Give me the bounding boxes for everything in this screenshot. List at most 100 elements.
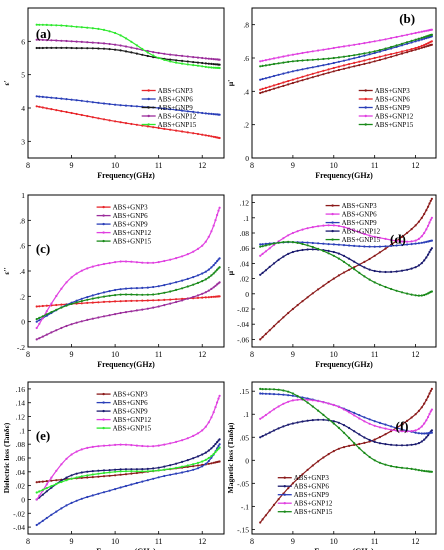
data-point-f-2 xyxy=(395,426,398,429)
legend-marker-f-1 xyxy=(283,485,286,488)
y-tick-label-c: 0 xyxy=(21,318,25,327)
data-point-b-4 xyxy=(373,50,376,53)
data-point-a-2 xyxy=(152,56,155,59)
data-point-b-0 xyxy=(268,89,271,92)
legend-entry-b-2: ABS+GNP9 xyxy=(375,104,411,112)
data-point-f-3 xyxy=(429,410,432,413)
data-point-c-3 xyxy=(186,253,189,256)
data-point-b-4 xyxy=(430,33,433,36)
data-point-c-1 xyxy=(70,323,73,326)
data-point-c-0 xyxy=(102,300,106,303)
data-point-b-1 xyxy=(414,46,417,50)
data-point-a-0 xyxy=(192,132,195,135)
data-point-e-2 xyxy=(91,470,94,473)
data-point-b-2 xyxy=(322,64,325,67)
data-point-f-2 xyxy=(291,394,294,397)
x-tick-label-e: 11 xyxy=(155,537,163,546)
data-point-d-4 xyxy=(306,244,309,247)
data-point-f-0 xyxy=(306,468,309,471)
data-point-b-4 xyxy=(272,62,276,66)
legend-entry-f-4: ABS+GNP15 xyxy=(294,508,333,516)
data-point-e-1 xyxy=(65,504,68,507)
data-point-d-4 xyxy=(353,268,356,271)
legend-entry-d-0: ABS+GNP3 xyxy=(342,202,378,210)
data-point-a-4 xyxy=(181,62,184,65)
data-point-d-1 xyxy=(378,236,381,239)
data-point-c-0 xyxy=(210,295,213,299)
data-point-e-0 xyxy=(114,474,117,477)
data-point-d-2 xyxy=(400,243,404,247)
data-point-d-2 xyxy=(306,241,309,244)
plot-frame-d xyxy=(251,194,437,348)
data-point-a-2 xyxy=(210,62,213,65)
data-point-c-3 xyxy=(50,302,53,305)
data-point-a-2 xyxy=(86,47,89,50)
data-point-e-1 xyxy=(186,470,189,473)
data-point-b-4 xyxy=(378,49,381,52)
data-point-f-0 xyxy=(378,436,381,439)
data-point-e-2 xyxy=(65,476,68,479)
data-point-a-4 xyxy=(163,58,166,62)
data-point-b-3 xyxy=(291,53,294,56)
data-point-f-0 xyxy=(259,521,262,524)
chart-panel-e: 8 9 10 11 12 -.04 -.02 0 .02 .04 .06 .08 .1 .12 .14 .16… xyxy=(2,381,225,550)
data-point-c-1 xyxy=(196,294,200,297)
data-point-a-0 xyxy=(38,105,41,108)
data-point-d-4 xyxy=(368,278,371,281)
y-tick-label-b: .6 xyxy=(243,54,249,63)
data-point-d-1 xyxy=(317,225,320,228)
data-point-d-1 xyxy=(327,224,330,227)
data-point-a-3 xyxy=(207,57,210,60)
data-point-d-2 xyxy=(430,239,433,242)
data-point-f-1 xyxy=(282,425,285,428)
y-tick-label-a: 4 xyxy=(21,104,25,113)
data-point-c-1 xyxy=(201,292,204,295)
legend-entry-a-3: ABS+GNP12 xyxy=(158,113,197,121)
data-point-e-0 xyxy=(38,480,41,483)
data-point-a-0 xyxy=(86,115,89,118)
y-tick-label-f: -.1 xyxy=(241,502,249,511)
data-point-b-4 xyxy=(384,47,387,50)
data-point-f-2 xyxy=(400,428,404,431)
data-point-c-1 xyxy=(35,338,38,341)
data-point-a-0 xyxy=(108,119,111,122)
data-point-c-3 xyxy=(80,269,83,272)
y-tick-label-e: -.02 xyxy=(13,509,25,518)
data-point-f-0 xyxy=(373,438,376,441)
data-point-a-1 xyxy=(212,113,215,116)
data-point-d-3 xyxy=(420,262,423,265)
data-point-a-3 xyxy=(55,39,58,42)
data-point-a-1 xyxy=(214,113,217,116)
data-point-f-0 xyxy=(342,446,346,449)
data-point-a-0 xyxy=(41,106,44,109)
data-point-a-4 xyxy=(141,47,144,51)
data-point-f-3 xyxy=(296,398,299,401)
x-tick-label-d: 11 xyxy=(371,350,379,359)
data-point-d-3 xyxy=(261,271,264,274)
legend-entry-e-4: ABS+GNP15 xyxy=(113,425,152,433)
data-point-d-3 xyxy=(272,262,276,265)
data-point-f-3 xyxy=(327,402,330,405)
data-point-d-4 xyxy=(423,293,426,297)
data-point-c-0 xyxy=(163,298,166,301)
data-point-e-2 xyxy=(163,465,166,468)
data-point-e-3 xyxy=(163,443,166,446)
data-point-e-4 xyxy=(55,482,58,486)
data-point-a-0 xyxy=(50,108,53,111)
data-point-b-2 xyxy=(306,67,309,70)
data-point-f-0 xyxy=(291,482,294,485)
data-point-a-2 xyxy=(124,50,128,53)
legend-marker-d-4 xyxy=(331,238,334,241)
data-point-c-2 xyxy=(130,287,133,290)
data-point-f-2 xyxy=(373,420,376,423)
x-tick-label-c: 9 xyxy=(70,350,74,359)
data-point-b-2 xyxy=(272,74,276,78)
data-point-e-1 xyxy=(119,486,122,489)
data-point-f-4 xyxy=(358,447,361,450)
data-point-f-0 xyxy=(268,509,271,512)
data-point-f-4 xyxy=(348,436,351,440)
legend-marker-d-3 xyxy=(331,229,334,233)
data-point-c-2 xyxy=(146,286,149,289)
y-tick-label-e: .06 xyxy=(16,454,26,463)
x-tick-label-f: 12 xyxy=(412,537,420,546)
